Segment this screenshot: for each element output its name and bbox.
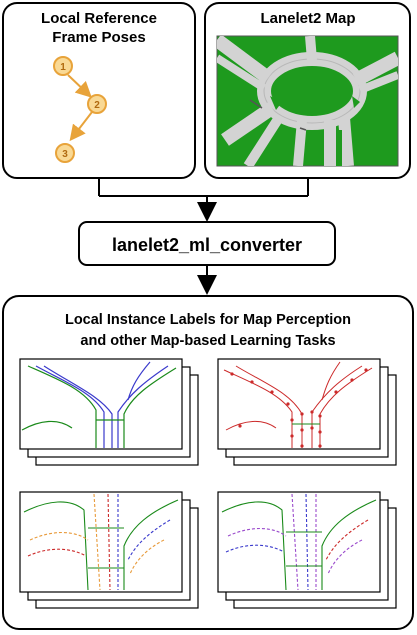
map-box: Lanelet2 Map — [204, 2, 411, 179]
map-title: Lanelet2 Map — [260, 10, 355, 27]
labels-title-line2: and other Map-based Learning Tasks — [80, 333, 335, 349]
labels-title-line1: Local Instance Labels for Map Perception — [65, 312, 351, 328]
connector-top — [98, 178, 309, 222]
poses-title-line2: Frame Poses — [52, 29, 145, 46]
converter-title: lanelet2_ml_converter — [112, 235, 302, 255]
label-card-points — [217, 358, 397, 466]
pose-node-2: 2 — [87, 94, 107, 114]
pose-edge-2-3 — [69, 111, 93, 142]
labels-box: Local Instance Labels for Map Perception… — [2, 295, 414, 630]
pose-node-1: 1 — [53, 56, 73, 76]
map-image — [216, 35, 399, 167]
label-card-mixed — [19, 491, 199, 609]
label-card-dashed — [217, 491, 397, 609]
poses-box: Local Reference Frame Poses 1 2 3 — [2, 2, 196, 179]
label-card-lanes — [19, 358, 199, 466]
pose-node-2-label: 2 — [94, 100, 100, 111]
pose-node-3-label: 3 — [62, 149, 68, 160]
pose-edge-1-2 — [67, 74, 92, 98]
poses-title-line1: Local Reference — [41, 10, 157, 27]
pose-node-3: 3 — [55, 143, 75, 163]
pose-node-1-label: 1 — [60, 62, 66, 73]
converter-box: lanelet2_ml_converter — [78, 221, 336, 266]
